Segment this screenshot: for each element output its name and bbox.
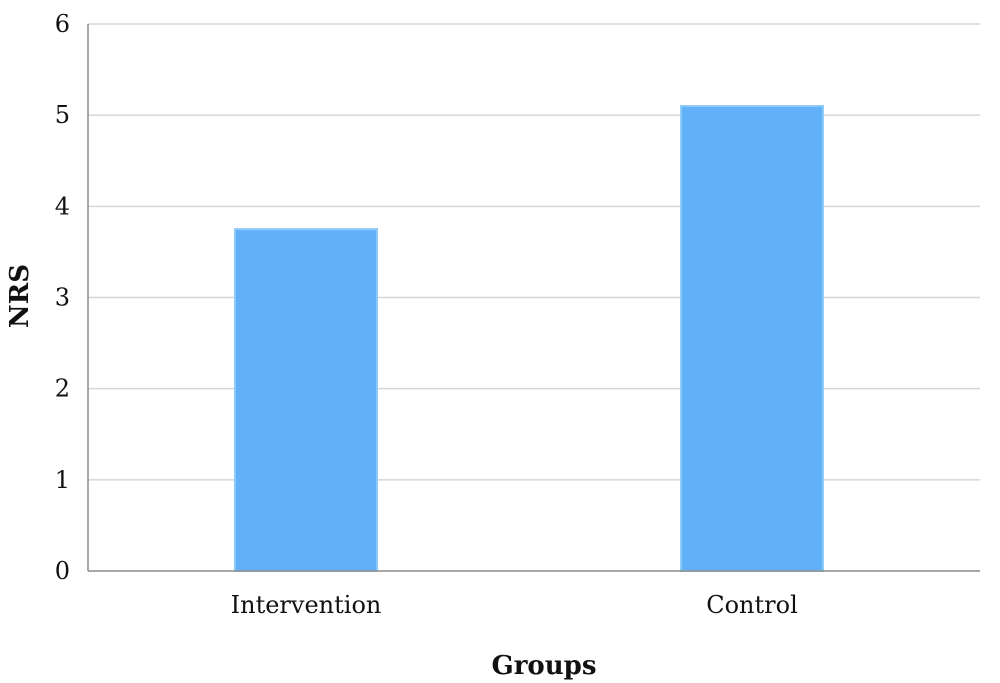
y-tick-label: 2 — [55, 375, 70, 403]
y-tick-label: 0 — [55, 557, 70, 585]
x-tick-label-control: Control — [706, 591, 798, 619]
x-tick-label-intervention: Intervention — [231, 591, 382, 619]
y-tick-label: 4 — [55, 192, 70, 220]
axes — [87, 24, 980, 572]
y-axis-title: NRS — [5, 264, 35, 328]
bar-intervention — [234, 228, 378, 572]
y-tick-label: 6 — [55, 10, 70, 38]
x-axis-ticks: Intervention Control — [231, 591, 798, 619]
gridlines — [88, 23, 980, 481]
x-axis-title: Groups — [492, 651, 597, 681]
y-axis-ticks: 0 1 2 3 4 5 6 — [55, 10, 70, 585]
y-tick-label: 3 — [55, 284, 70, 312]
bars — [234, 105, 824, 573]
y-tick-label: 1 — [55, 466, 70, 494]
bar-control — [680, 105, 824, 573]
y-tick-label: 5 — [55, 101, 70, 129]
